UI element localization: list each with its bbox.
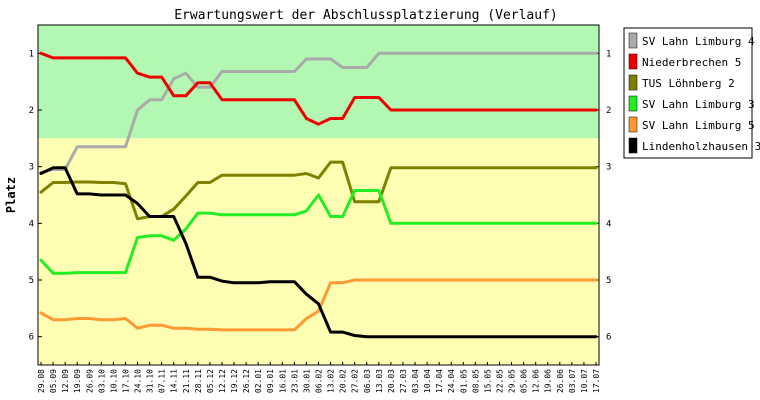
x-tick-label: 26.09 [85, 369, 94, 393]
y-tick-label-left: 2 [29, 106, 34, 116]
y-tick-label-left: 6 [29, 333, 34, 343]
x-tick-label: 24.04 [447, 369, 456, 393]
x-tick-label: 29.08 [37, 369, 46, 393]
x-tick-label: 26.06 [556, 369, 565, 393]
x-tick-label: 21.11 [182, 369, 191, 393]
x-tick-label: 27.03 [399, 369, 408, 393]
y-tick-label-right: 3 [606, 163, 611, 173]
x-tick-label: 05.12 [206, 369, 215, 393]
y-tick-label-right: 1 [606, 49, 611, 59]
series-line-5 [39, 278, 598, 332]
x-tick-label: 03.04 [411, 369, 420, 393]
lines-layer [39, 51, 598, 339]
x-tick-label: 08.05 [471, 369, 480, 393]
legend-swatch-1 [628, 32, 638, 49]
series-line-4 [39, 189, 598, 275]
x-tick-label: 10.04 [423, 369, 432, 393]
legend-label-6: Lindenholzhausen 3 [642, 140, 760, 153]
x-tick-label: 02.01 [254, 369, 263, 393]
x-tick-label: 19.06 [544, 369, 553, 393]
legend-swatch-6 [628, 137, 638, 154]
y-tick-label-right: 6 [606, 333, 611, 343]
x-tick-label: 20.03 [387, 369, 396, 393]
y-tick-label-right: 5 [606, 276, 611, 286]
x-tick-label: 17.10 [121, 369, 130, 393]
x-tick-label: 06.03 [363, 369, 372, 393]
axes-layer: 1 12 23 34 45 56 629.08 05.09 12.09 19.09 26.09 03.… [29, 24, 611, 393]
x-tick-label: 14.11 [170, 369, 179, 393]
x-tick-label: 03.10 [97, 369, 106, 393]
y-tick-label-right: 4 [606, 219, 611, 229]
x-tick-label: 27.02 [351, 369, 360, 393]
x-tick-label: 13.03 [375, 369, 384, 393]
zone-band-1 [38, 25, 599, 139]
x-tick-label: 17.07 [592, 369, 601, 393]
zone-band-2 [38, 138, 599, 365]
legend-label-3: TUS Löhnberg 2 [642, 77, 735, 90]
x-tick-label: 03.07 [568, 369, 577, 393]
x-tick-label: 15.05 [483, 369, 492, 393]
x-tick-label: 12.12 [218, 369, 227, 393]
x-tick-label: 19.09 [73, 369, 82, 393]
series-line-1 [39, 51, 598, 174]
x-tick-label: 29.05 [508, 369, 517, 393]
x-tick-label: 10.07 [580, 369, 589, 393]
x-tick-label: 13.02 [327, 369, 336, 393]
x-tick-label: 24.10 [134, 369, 143, 393]
series-line-3 [39, 160, 598, 221]
x-tick-label: 28.11 [194, 369, 203, 393]
x-tick-label: 12.09 [61, 369, 70, 393]
x-tick-label: 10.10 [109, 369, 118, 393]
y-tick-label-right: 2 [606, 106, 611, 116]
legend-label-1: SV Lahn Limburg 4 [642, 35, 755, 48]
legend-label-5: SV Lahn Limburg 5 [642, 119, 755, 132]
x-tick-label: 12.06 [532, 369, 541, 393]
legend-swatch-4 [628, 95, 638, 112]
legend-swatch-5 [628, 116, 638, 133]
x-tick-label: 19.12 [230, 369, 239, 393]
series-line-2 [39, 51, 598, 126]
legend-swatch-3 [628, 74, 638, 91]
y-tick-label-left: 4 [29, 219, 34, 229]
x-tick-label: 20.02 [339, 369, 348, 393]
legend-box [623, 27, 753, 159]
x-tick-label: 22.05 [495, 369, 504, 393]
y-tick-label-left: 3 [29, 163, 34, 173]
x-tick-label: 17.04 [435, 369, 444, 393]
x-tick-label: 09.01 [266, 369, 275, 393]
series-line-6 [39, 166, 598, 339]
x-tick-label: 01.05 [459, 369, 468, 393]
x-tick-label: 26.12 [242, 369, 251, 393]
y-tick-label-left: 1 [29, 49, 34, 59]
legend-label-4: SV Lahn Limburg 3 [642, 98, 755, 111]
legend: SV Lahn Limburg 4 Niederbrechen 5 TUS Löhn… [623, 27, 760, 159]
x-tick-label: 06.02 [315, 369, 324, 393]
legend-label-2: Niederbrechen 5 [642, 56, 741, 69]
x-tick-label: 23.01 [290, 369, 299, 393]
legend-swatch-2 [628, 53, 638, 70]
y-axis-label: Platz [4, 177, 18, 213]
x-tick-label: 07.11 [158, 369, 167, 393]
y-tick-label-left: 5 [29, 276, 34, 286]
x-tick-label: 05.09 [49, 369, 58, 393]
chart-title: Erwartungswert der Abschlussplatzierung … [174, 8, 558, 23]
x-tick-label: 30.01 [302, 369, 311, 393]
x-tick-label: 31.10 [146, 369, 155, 393]
x-tick-label: 05.06 [520, 369, 529, 393]
x-tick-label: 16.01 [278, 369, 287, 393]
